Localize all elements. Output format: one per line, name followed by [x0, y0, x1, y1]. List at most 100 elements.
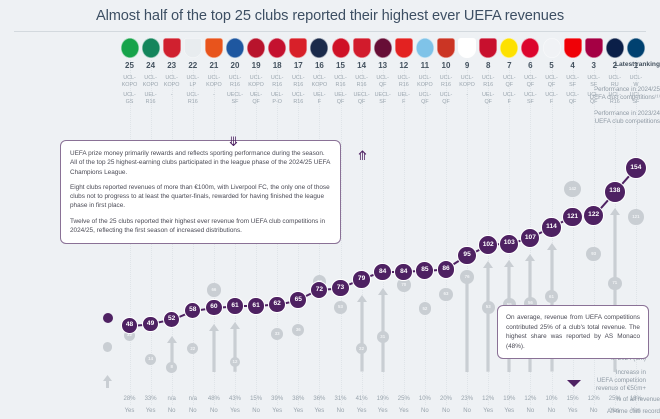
pct-of-revenue-value: 12% [482, 396, 495, 402]
club-rank: 1 [633, 61, 639, 70]
pct-of-revenue-value: n/a [188, 396, 197, 402]
performance-2023-24: UCL- R16 [186, 92, 200, 105]
bubble-revenue-2025[interactable]: 61 [226, 297, 244, 315]
club-rank: 16 [314, 61, 324, 70]
bubble-revenue-2024[interactable]: 8 [166, 361, 178, 373]
club-crest-icon [415, 38, 434, 58]
bubble-revenue-2025[interactable]: 84 [394, 262, 414, 282]
connector-line [235, 305, 257, 308]
performance-2024-25: UCL- KOPO [248, 75, 264, 88]
arrow-up-icon [462, 271, 473, 377]
bubble-revenue-2024[interactable]: 142 [564, 180, 581, 198]
performance-2024-25: UCL- R16 [270, 75, 284, 88]
all-time-record-value: Yes [124, 408, 135, 414]
all-time-record-value: Yes [398, 408, 409, 414]
pct-of-revenue-value: 19% [376, 396, 389, 402]
pct-of-revenue-value: 48% [207, 396, 220, 402]
bubble-revenue-2024[interactable]: 66 [207, 283, 221, 297]
pct-of-revenue-value: 10% [545, 396, 558, 402]
gridline [340, 60, 342, 405]
bubble-revenue-2024[interactable]: 121 [628, 209, 644, 225]
bubble-revenue-2025[interactable]: 52 [163, 311, 181, 329]
bubble-revenue-2024[interactable]: 53 [334, 301, 347, 314]
pct-of-revenue-value: 18% [629, 396, 642, 402]
club-crest-icon [310, 38, 329, 58]
performance-2024-25: UCL- R16 [481, 75, 495, 88]
bubble-revenue-2025[interactable]: 122 [583, 205, 605, 227]
pct-of-revenue-value: 12% [587, 396, 600, 402]
pct-of-revenue-value: 38% [292, 396, 305, 402]
club-rank: 17 [293, 61, 303, 70]
bubble-revenue-2024[interactable]: 14 [145, 353, 157, 365]
bubble-revenue-2024[interactable]: 31 [376, 330, 389, 343]
bubble-revenue-2025[interactable]: 79 [352, 270, 371, 289]
bubble-revenue-2025[interactable]: 72 [310, 280, 329, 299]
bubble-revenue-2024[interactable]: 70 [397, 278, 411, 292]
bubble-revenue-2025[interactable]: 73 [331, 279, 350, 298]
bubble-revenue-2025[interactable]: 154 [624, 156, 648, 180]
all-time-record-value: No [442, 408, 450, 414]
bubble-revenue-2025[interactable]: 114 [541, 217, 562, 238]
bubble-revenue-2025[interactable]: 60 [205, 298, 223, 317]
club-rank: 10 [441, 61, 451, 70]
bubble-revenue-2024[interactable]: 52 [418, 302, 432, 316]
bubble-revenue-2024[interactable]: 36 [292, 324, 305, 337]
bubble-revenue-2024[interactable]: 76 [460, 269, 474, 284]
bubble-revenue-2025[interactable]: 85 [415, 261, 435, 280]
performance-2024-25: UCL- SF [566, 75, 579, 88]
bubble-revenue-2025[interactable]: 49 [142, 315, 159, 333]
bubble-revenue-2025[interactable]: 84 [373, 262, 393, 282]
bubble-revenue-2024[interactable]: 32 [123, 329, 136, 342]
performance-2024-25: UCL- KOPO [163, 75, 180, 88]
pct-of-revenue-value: 43% [228, 396, 241, 402]
connector-line [382, 271, 404, 274]
performance-2024-25: UCL- QF [545, 75, 558, 88]
performance-2024-25: UCL- LP [186, 75, 200, 88]
club-crest-icon [521, 38, 540, 58]
bubble-revenue-2024[interactable]: 33 [271, 328, 284, 340]
bubble-revenue-2025[interactable]: 138 [603, 180, 626, 203]
bubble-revenue-2025[interactable]: 62 [268, 295, 286, 314]
all-time-record-value: No [167, 408, 176, 414]
performance-2023-24: UCL- QF [587, 92, 600, 105]
bubble-revenue-2024[interactable]: 12 [229, 356, 241, 368]
club-crest-icon [542, 38, 561, 58]
performance-2023-24: UEL- F [397, 92, 410, 105]
performance-2023-24: UEL- R16 [144, 92, 157, 105]
bubble-revenue-2024[interactable]: 22 [355, 343, 368, 355]
performance-2024-25: UCL- KOPO [311, 75, 328, 88]
bubble-revenue-2024[interactable]: 71 [608, 276, 622, 291]
club-rank: 24 [146, 61, 156, 70]
bubble-revenue-2025[interactable]: 103 [499, 233, 520, 254]
bubble-revenue-2024[interactable]: 22 [187, 343, 199, 355]
bubble-revenue-2025[interactable]: 95 [457, 245, 477, 266]
performance-2023-24: UCL- F [545, 92, 558, 105]
bubble-revenue-2024[interactable]: 61 [544, 290, 559, 304]
bubble-revenue-2025[interactable]: 102 [478, 235, 499, 256]
bubble-revenue-2024[interactable]: 63 [439, 287, 453, 301]
performance-2024-25: UCL- QF [503, 75, 516, 88]
club-crest-icon [500, 38, 519, 58]
chevron-right-icon: ⤊ [357, 148, 368, 163]
bubble-revenue-2025[interactable]: 58 [184, 302, 202, 320]
bubble-revenue-2025[interactable]: 65 [289, 291, 308, 310]
all-time-record-value: No [252, 408, 260, 414]
row-label-performance-2024-25: Performance in 2024/25 UEFA club competit… [589, 86, 660, 102]
all-time-record-value: Yes [230, 408, 240, 414]
bubble-revenue-2025[interactable]: 86 [436, 259, 456, 279]
bubble-revenue-2025[interactable]: 107 [520, 227, 541, 248]
bubble-revenue-2025[interactable]: 61 [247, 297, 265, 315]
all-time-record-value: No [526, 408, 535, 414]
club-rank: 6 [528, 61, 533, 70]
all-time-record-value: No [210, 408, 218, 414]
pct-of-revenue-value: 39% [271, 396, 284, 402]
club-crest-icon [479, 38, 498, 58]
bubble-revenue-2025[interactable]: 121 [562, 206, 584, 228]
bubble-revenue-2024[interactable]: 93 [586, 246, 601, 262]
pct-of-revenue-value: 12% [524, 396, 537, 402]
performance-2023-24: UCL- QF [439, 92, 453, 105]
bubble-revenue-2025[interactable]: 48 [121, 317, 138, 334]
bubble-revenue-2024[interactable]: 53 [481, 301, 495, 314]
performance-2023-24: UCL- SF [629, 92, 643, 105]
gridline [446, 60, 447, 405]
